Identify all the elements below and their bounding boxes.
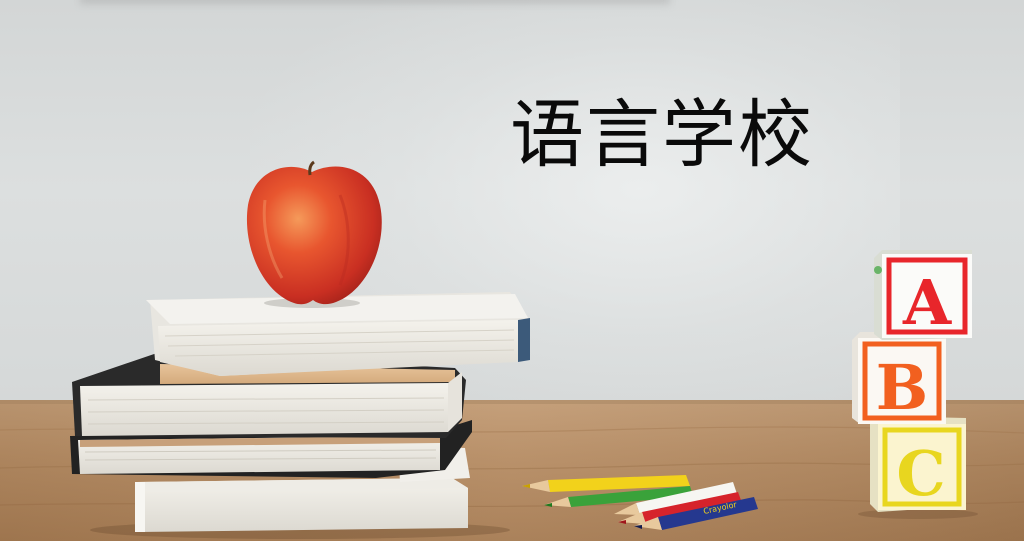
book-upper-dark (72, 352, 466, 438)
book-top (146, 292, 530, 376)
colored-pencils: Crayolor (522, 475, 758, 530)
pencil-green (544, 486, 693, 507)
apple (246, 160, 382, 308)
pencil-white (614, 482, 737, 515)
block-letter-c: C (896, 437, 945, 510)
headline-text: 语言学校 (510, 92, 814, 178)
block-c: C (870, 416, 966, 512)
frame-shadow (80, 0, 670, 4)
block-a: A (874, 250, 972, 340)
pencil-blue: Crayolor (634, 497, 758, 530)
book-stack (70, 292, 530, 539)
pencil-yellow (522, 475, 690, 492)
block-letter-a: A (902, 266, 952, 339)
abc-blocks: C B A (852, 250, 978, 519)
block-b: B (852, 332, 946, 424)
block-letter-b: B (876, 351, 928, 424)
